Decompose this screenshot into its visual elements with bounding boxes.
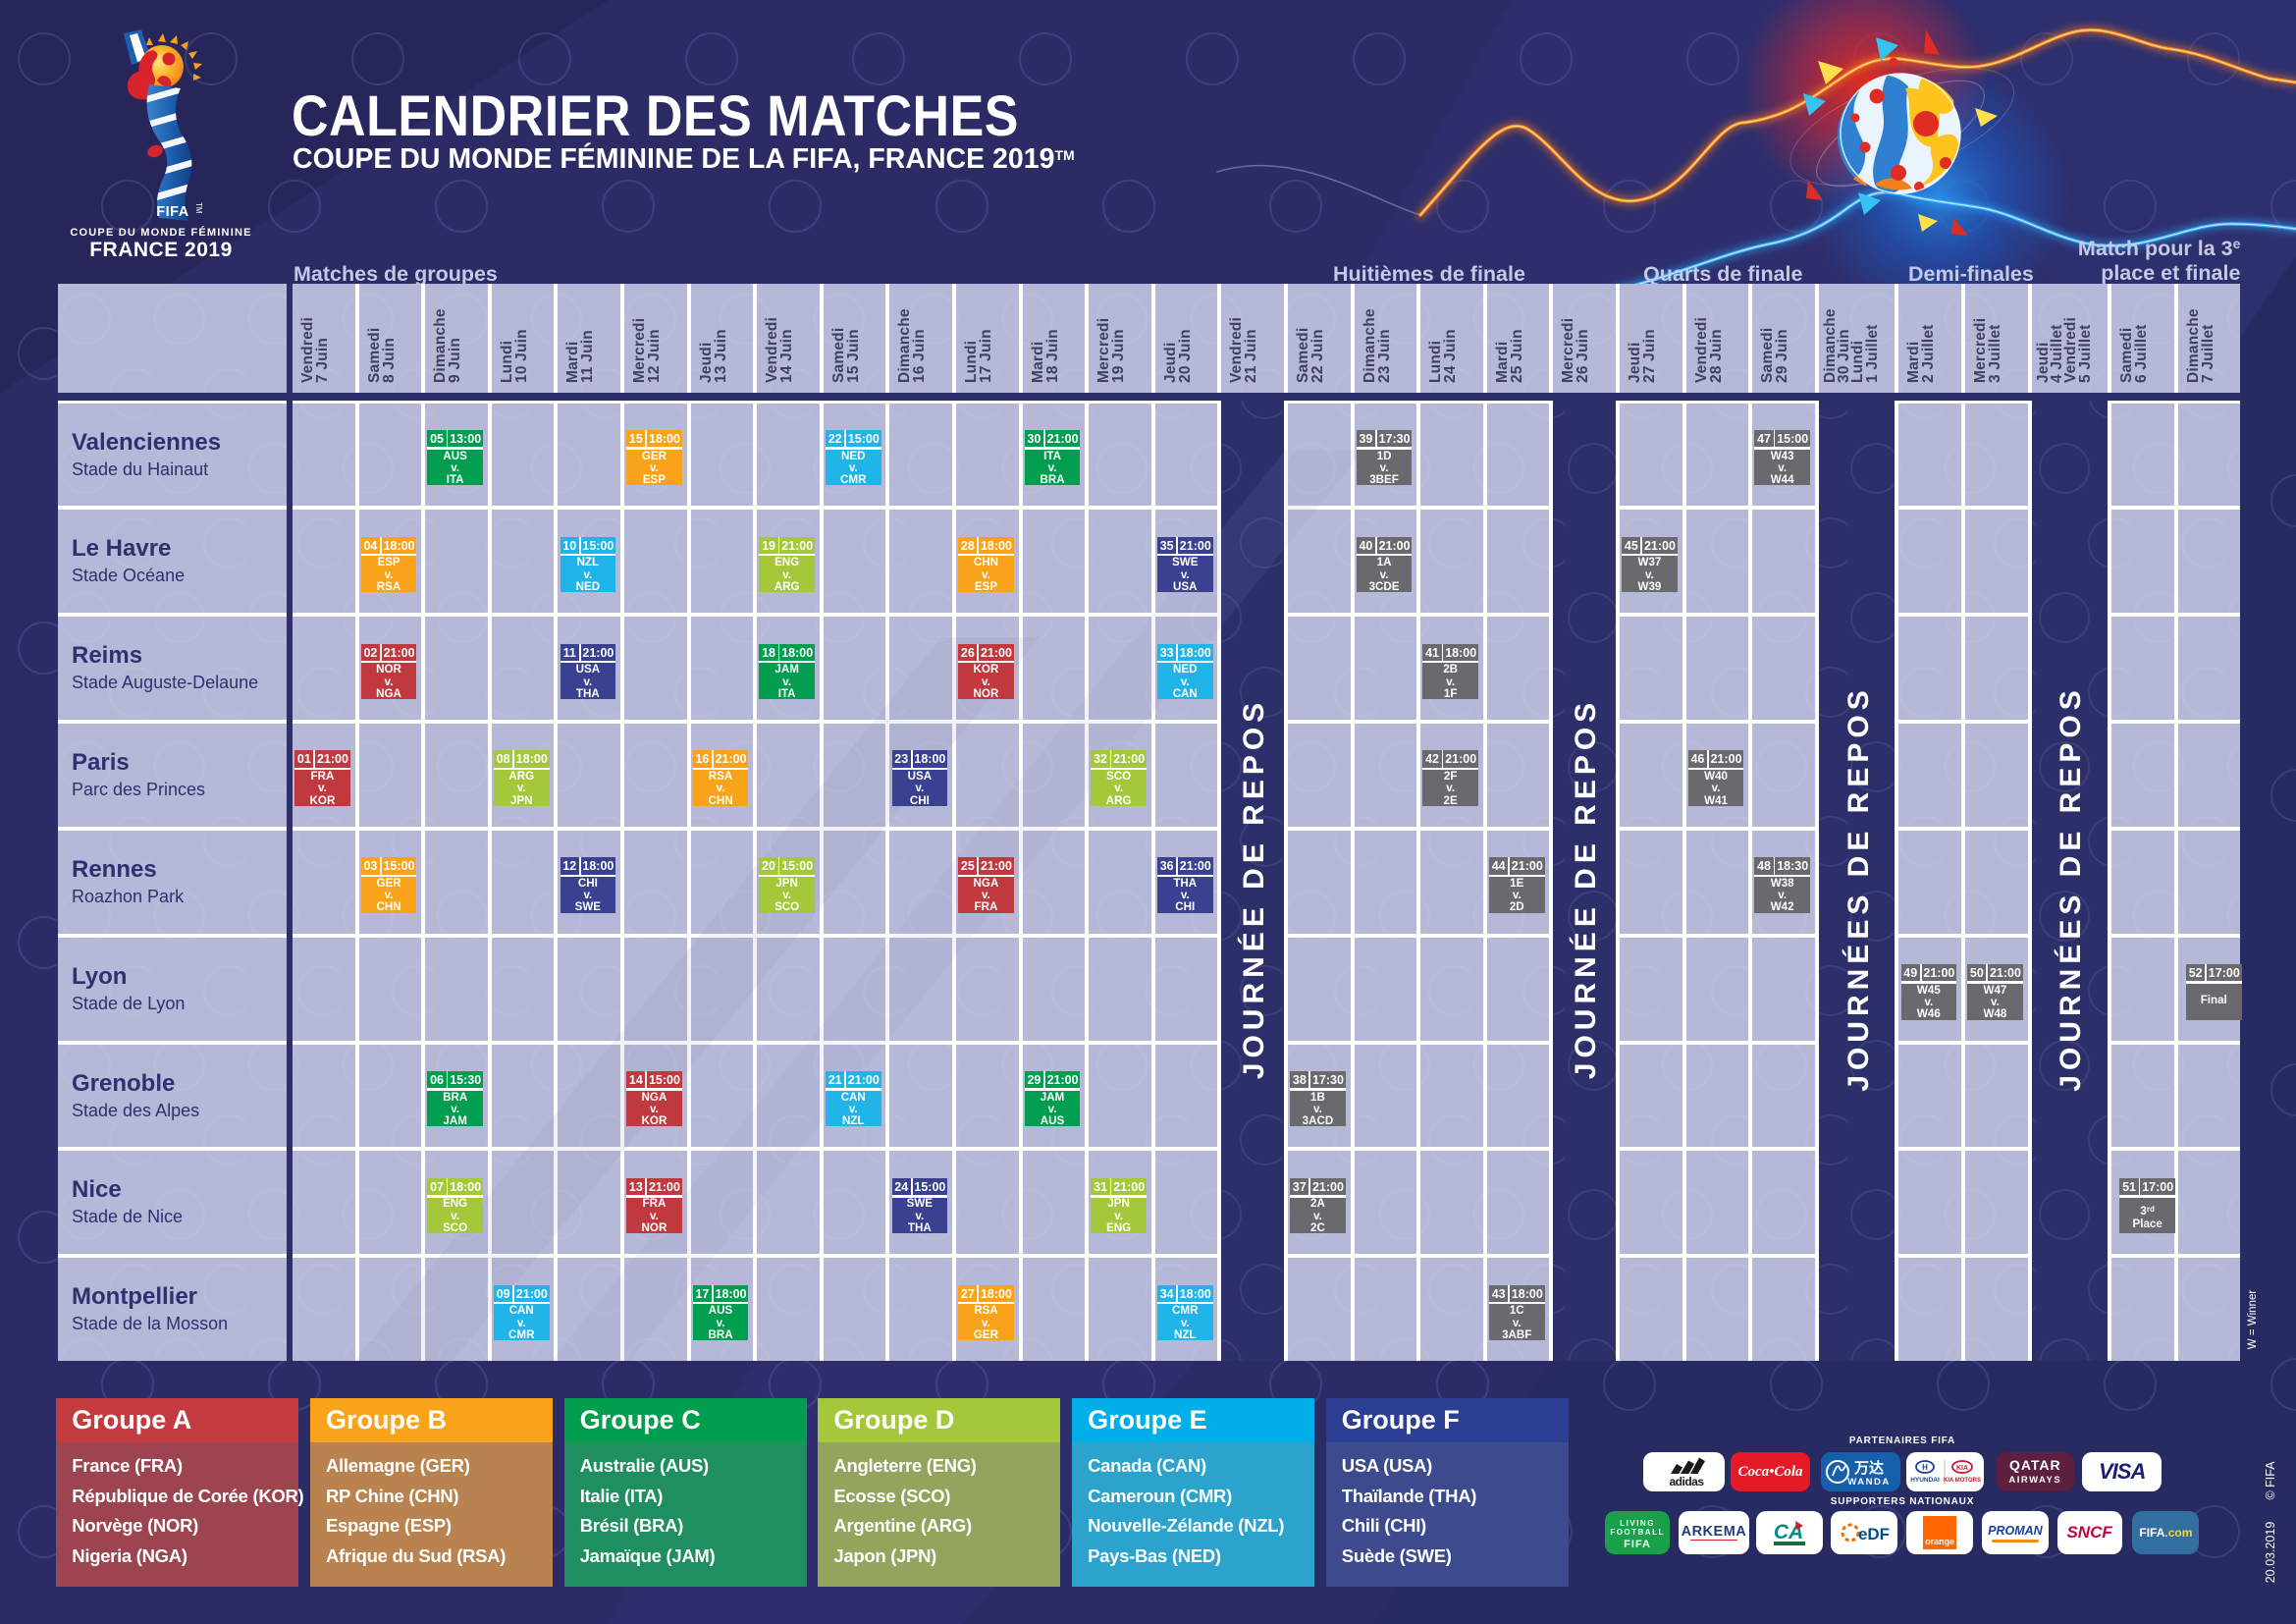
svg-text:H: H	[1922, 1463, 1928, 1472]
svg-text:HYUNDAI: HYUNDAI	[1910, 1477, 1940, 1484]
svg-text:万达: 万达	[1853, 1459, 1884, 1477]
svg-text:eDF: eDF	[1858, 1525, 1890, 1543]
svg-text:KIA MOTORS: KIA MOTORS	[1944, 1478, 1981, 1484]
svg-text:TM: TM	[194, 202, 203, 214]
svg-text:CA: CA	[1773, 1521, 1802, 1543]
svg-text:WANDA: WANDA	[1847, 1477, 1890, 1488]
svg-text:KIA: KIA	[1956, 1465, 1968, 1472]
svg-text:FIFA: FIFA	[156, 204, 188, 220]
svg-text:adidas: adidas	[1669, 1475, 1704, 1489]
